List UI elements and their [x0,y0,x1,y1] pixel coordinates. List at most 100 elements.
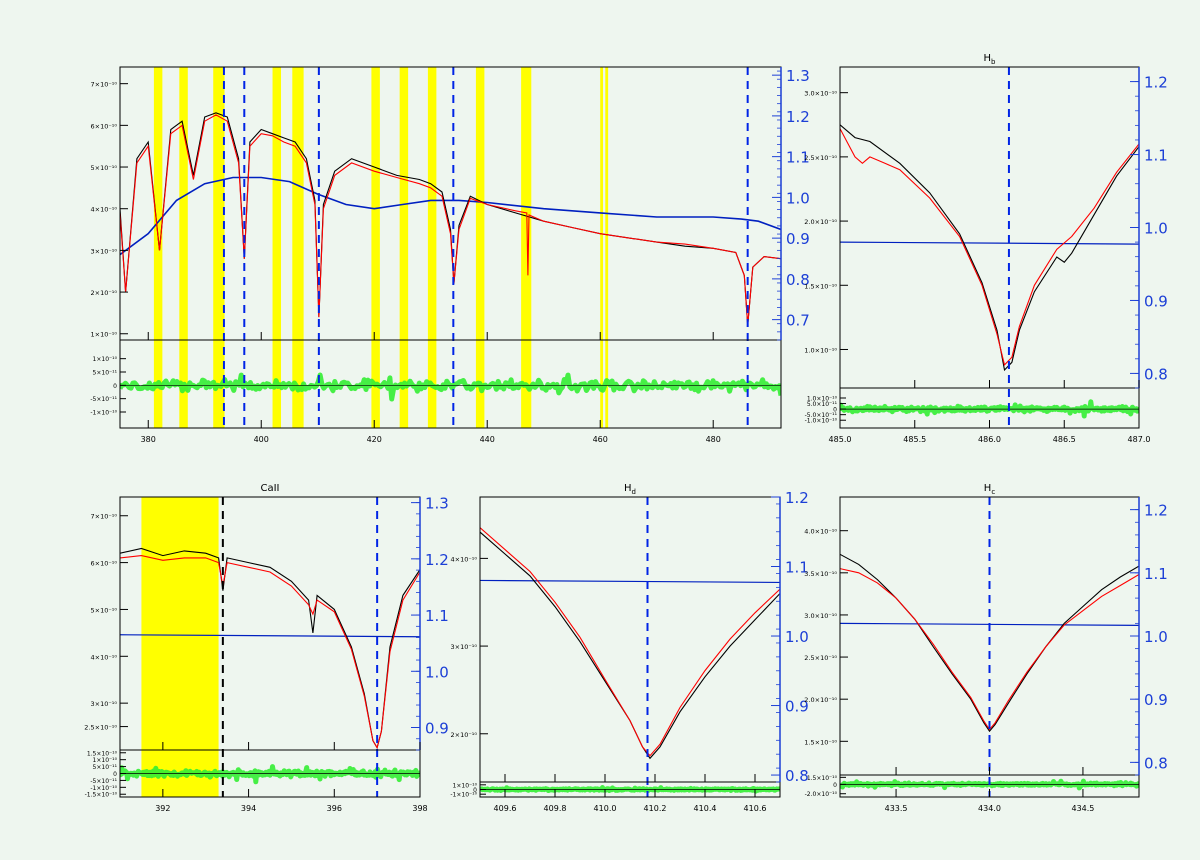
panel-title: Hd [624,483,636,496]
y2-tick-label: 1.2 [425,551,449,569]
x-tick-label: 485.5 [903,435,926,444]
x-tick-label: 409.8 [544,804,567,813]
y2-tick-label: 1.0 [1144,220,1168,238]
y-tick-label: 3.0×10⁻¹⁰ [804,612,837,620]
residual-y-tick-label: -1×10⁻¹⁰ [90,410,117,417]
y2-tick-label: 1.0 [1144,628,1168,646]
panel-title-sub: b [991,58,996,66]
mask-band [179,67,188,428]
x-tick-label: 392 [155,804,170,813]
panel-hc: 433.5 434.0 434.5 1.5×10⁻¹⁰ 2.0×10⁻¹⁰ 2.5×10⁻… [804,483,1168,813]
mask-band [272,67,282,428]
y2-tick-label: 0.9 [786,230,810,248]
y2-tick-label: 1.1 [786,149,810,167]
residual-y-tick-label: 0 [833,407,837,414]
y-tick-label: 2.5×10⁻¹⁰ [804,654,837,662]
x-tick-label: 486.0 [978,435,1001,444]
mask-band [600,67,604,428]
model-spectrum [840,128,1139,367]
y2-tick-label: 0.9 [1144,691,1168,709]
y-tick-label: 3×10⁻¹⁰ [451,643,478,651]
y-tick-label: 2.5×10⁻¹⁰ [84,724,117,732]
y2-tick-label: 1.3 [786,67,810,85]
y2-tick-label: 1.2 [786,108,810,126]
continuum-curve [480,579,780,584]
x-tick-label: 440 [480,435,495,444]
y-tick-label: 1.0×10⁻¹⁰ [804,346,837,354]
model-spectrum [840,568,1139,731]
x-tick-label: 410.2 [644,804,667,813]
residual-y-tick-label: -1.5×10⁻¹⁰ [85,792,118,799]
y2-tick-label: 0.8 [1144,754,1168,772]
continuum-curve [840,241,1139,245]
plot-area-overview [120,67,781,428]
residual-y-tick-label: 1×10⁻¹⁰ [453,782,478,789]
y2-tick-label: 1.3 [425,495,449,513]
x-tick-label: 486.5 [1053,435,1076,444]
residual-y-tick-label: 5×10⁻¹¹ [93,764,118,771]
residual-y-tick-label: 1×10⁻¹⁰ [93,757,118,764]
residual-y-tick-label: 0 [113,771,117,778]
y-tick-label: 7×10⁻¹⁰ [91,513,118,521]
continuum-curve [120,176,781,256]
observed-spectrum [480,531,780,760]
y2-tick-label: 0.8 [785,767,809,785]
panel-title-base: H [984,483,992,494]
y2-tick-label: 0.7 [786,312,810,330]
residual-y-tick-label: -5.0×10⁻¹¹ [805,412,838,419]
y2-tick-label: 0.9 [425,720,449,738]
mask-band [292,67,304,428]
residual-y-tick-label: -1.0×10⁻¹⁰ [805,418,838,425]
y2-tick-label: 1.1 [785,559,809,577]
panel-caii: 392 394 396 398 2.5×10⁻¹⁰ 3×10⁻¹⁰ 4×10⁻¹⁰ 5×10⁻… [84,483,449,813]
residual-y-tick-label: 1.0×10⁻¹⁰ [807,396,838,403]
y2-tick-label: 1.1 [425,607,449,625]
continuum-curve [120,634,420,638]
residual-y-tick-label: -5×10⁻¹¹ [90,778,117,785]
mask-band [521,67,532,428]
y-tick-label: 4.0×10⁻¹⁰ [804,528,837,536]
y2-tick-label: 0.8 [786,271,810,289]
x-tick-label: 485.0 [829,435,852,444]
mask-band [427,67,437,428]
residual-y-tick-label: 1.5×10⁻¹⁰ [87,750,118,757]
model-spectrum [120,114,781,326]
residual-y-tick-label: 0 [473,787,477,794]
x-tick-label: 398 [412,804,427,813]
y-tick-label: 2×10⁻¹⁰ [91,289,118,297]
x-tick-label: 410.0 [594,804,617,813]
x-tick-label: 410.4 [694,804,717,813]
model-spectrum [120,555,420,750]
panel-title-base: H [984,53,992,64]
y-tick-label: 5×10⁻¹⁰ [91,606,118,614]
y2-tick-label: 0.9 [785,698,809,716]
y-tick-label: 1.5×10⁻¹⁰ [804,282,837,290]
y2-tick-label: 1.0 [786,189,810,207]
mask-band [213,67,225,428]
mask-band [371,67,380,428]
panel-title-sub: c [991,488,995,496]
x-tick-label: 400 [254,435,269,444]
y2-tick-label: 1.0 [425,663,449,681]
x-tick-label: 487.0 [1128,435,1151,444]
x-tick-label: 480 [706,435,721,444]
plot-area-caii [120,497,420,797]
y2-tick-label: 1.2 [785,489,809,507]
y2-tick-label: 1.2 [1144,74,1168,92]
y-tick-label: 1.5×10⁻¹⁰ [804,738,837,746]
y-tick-label: 2×10⁻¹⁰ [451,731,478,739]
panel-title: CaII [260,483,279,494]
residual-y-tick-label: 5×10⁻¹¹ [93,370,118,377]
panel-title-base: H [624,483,632,494]
mask-band [475,67,485,428]
residual-y-tick-label: 5.0×10⁻¹¹ [807,401,838,408]
y-tick-label: 4×10⁻¹⁰ [91,206,118,214]
panel-hd: 409.6 409.8 410.0 410.2 410.4 410.6 2×10⁻¹⁰ 3×1… [450,483,808,813]
plot-frame [839,66,1140,429]
residual-y-tick-label: -5×10⁻¹¹ [90,396,117,403]
y-tick-label: 3×10⁻¹⁰ [91,247,118,255]
model-spectrum [480,527,780,757]
plot-area-hc [840,497,1139,797]
y-tick-label: 2.0×10⁻¹⁰ [804,696,837,704]
